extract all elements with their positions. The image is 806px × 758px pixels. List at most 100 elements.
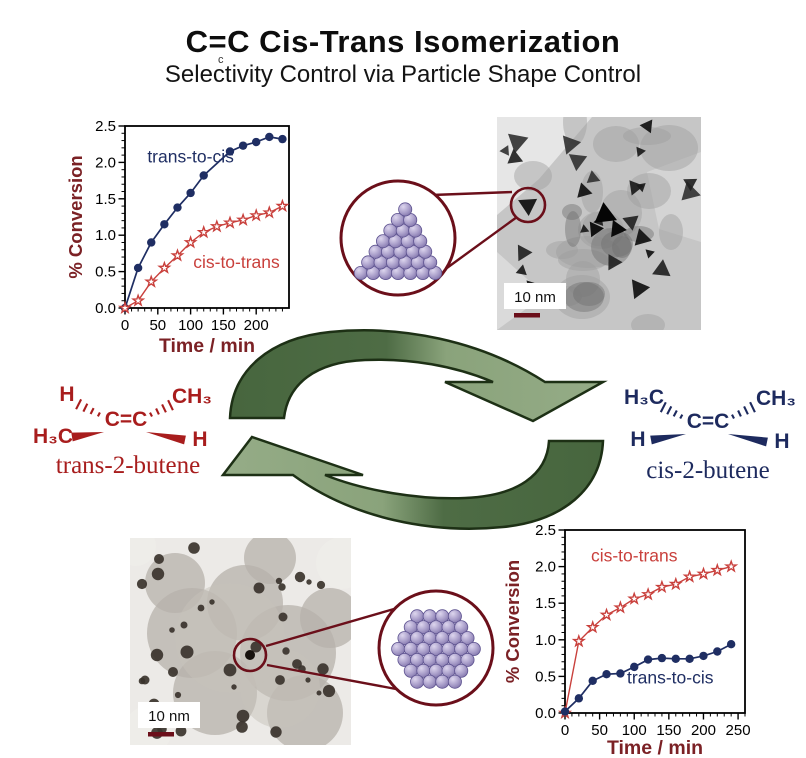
scale-box: [138, 702, 200, 728]
model-sphere: [373, 255, 388, 270]
data-point-star: [183, 234, 198, 249]
tem-light-region: [130, 538, 156, 566]
data-point-circle: [173, 203, 182, 212]
molecule-cis-2-butene: H₃C H C=C CH₃ H cis-2-butene: [624, 386, 796, 484]
hash-bond: [743, 405, 749, 415]
tem-light-region: [316, 538, 351, 589]
nanoparticle-dot: [180, 621, 188, 629]
nanoparticle-triangle: [589, 221, 604, 238]
data-point-circle: [252, 137, 261, 147]
nanoparticle-triangle: [631, 279, 651, 300]
data-point-star: [262, 205, 277, 219]
hash-bond: [731, 414, 735, 419]
data-point-star: [710, 562, 725, 577]
hash-bond: [161, 403, 167, 413]
model-sphere: [403, 265, 418, 280]
nanoparticle-dot: [151, 567, 165, 581]
x-tick-label: 250: [726, 722, 751, 739]
data-point-circle: [602, 670, 611, 679]
model-sphere: [460, 631, 475, 646]
model-sphere: [441, 642, 456, 657]
atom-label: H: [59, 383, 74, 406]
model-sphere: [422, 652, 437, 667]
data-point-circle: [265, 132, 274, 142]
scale-label: 10 nm: [514, 289, 556, 306]
y-tick-label: 2.5: [535, 522, 556, 539]
atom-label: H₃C: [624, 386, 664, 409]
nanoparticle-dot: [317, 663, 329, 675]
nanoparticle-dot: [136, 578, 148, 590]
y-tick-label: 0.0: [535, 705, 556, 722]
wedge-bond: [146, 432, 186, 445]
data-point-circle: [225, 147, 235, 156]
model-sphere: [397, 652, 412, 667]
data-point-circle: [160, 220, 169, 229]
model-sphere: [428, 265, 443, 280]
nanoparticle-triangle: [586, 170, 601, 183]
data-point-star: [668, 576, 683, 591]
nanoparticle-dot: [294, 571, 306, 583]
tem-blob: [627, 173, 671, 209]
nanoparticle-dot: [278, 612, 288, 622]
model-sphere: [423, 255, 438, 270]
data-point-circle: [699, 651, 708, 661]
y-tick-label: 1.5: [95, 191, 116, 208]
data-point-circle: [278, 134, 287, 144]
nanoparticle-dot: [316, 690, 322, 696]
nanoparticle-triangle: [683, 178, 698, 192]
tem-blob: [612, 236, 632, 258]
model-sphere: [416, 620, 431, 635]
model-sphere: [413, 234, 428, 249]
x-tick-label: 200: [691, 722, 716, 739]
nanoparticle-triangle: [580, 224, 590, 233]
hash-bond: [737, 410, 742, 417]
nanoparticle-dot: [305, 677, 311, 683]
model-sphere: [375, 234, 390, 249]
tem-blob: [573, 282, 605, 306]
model-sphere: [441, 663, 456, 678]
model-sphere: [415, 265, 430, 280]
tem-blob: [591, 228, 631, 266]
hash-bond: [82, 403, 89, 413]
nanoparticle-triangle: [611, 219, 627, 238]
tem-blob: [565, 211, 581, 247]
data-point-circle: [671, 654, 680, 664]
model-sphere: [388, 234, 403, 249]
model-sphere: [408, 223, 423, 238]
data-point-star: [599, 607, 614, 621]
nanoparticle-triangle: [639, 119, 653, 134]
y-tick-label: 2.0: [535, 559, 556, 576]
model-sphere: [447, 674, 462, 689]
data-point-star: [723, 559, 739, 573]
tem-blob: [558, 249, 608, 271]
model-sphere: [405, 244, 420, 259]
model-sphere: [428, 663, 443, 678]
model-sphere: [410, 652, 425, 667]
atom-label: CH₃: [756, 387, 796, 410]
data-point-circle: [147, 238, 156, 247]
tem-blob: [566, 261, 600, 297]
nanoparticle-dot: [270, 726, 282, 738]
nanoparticle-triangle: [515, 264, 527, 276]
model-sphere: [416, 642, 431, 657]
x-tick-label: 150: [656, 722, 681, 739]
model-sphere: [435, 631, 450, 646]
atom-label: H₃C: [33, 425, 73, 448]
model-sphere: [441, 620, 456, 635]
magnifier-circle-tetrahedron: [339, 179, 457, 297]
tem-blob: [554, 275, 610, 319]
x-tick-label: 100: [622, 722, 647, 739]
nanoparticle-dot: [236, 721, 248, 733]
nanoparticle-dot: [292, 659, 302, 669]
series-label-cis-to-trans: cis-to-trans: [591, 545, 678, 565]
model-sphere: [454, 642, 469, 657]
model-sphere: [410, 631, 425, 646]
data-point-star: [157, 260, 172, 274]
model-sphere: [428, 642, 443, 657]
molecule-name: trans-2-butene: [56, 452, 200, 479]
tem-blob: [623, 127, 671, 145]
hash-bond: [679, 414, 684, 419]
wedge-bond: [71, 432, 104, 442]
tem-cloud: [145, 553, 205, 613]
